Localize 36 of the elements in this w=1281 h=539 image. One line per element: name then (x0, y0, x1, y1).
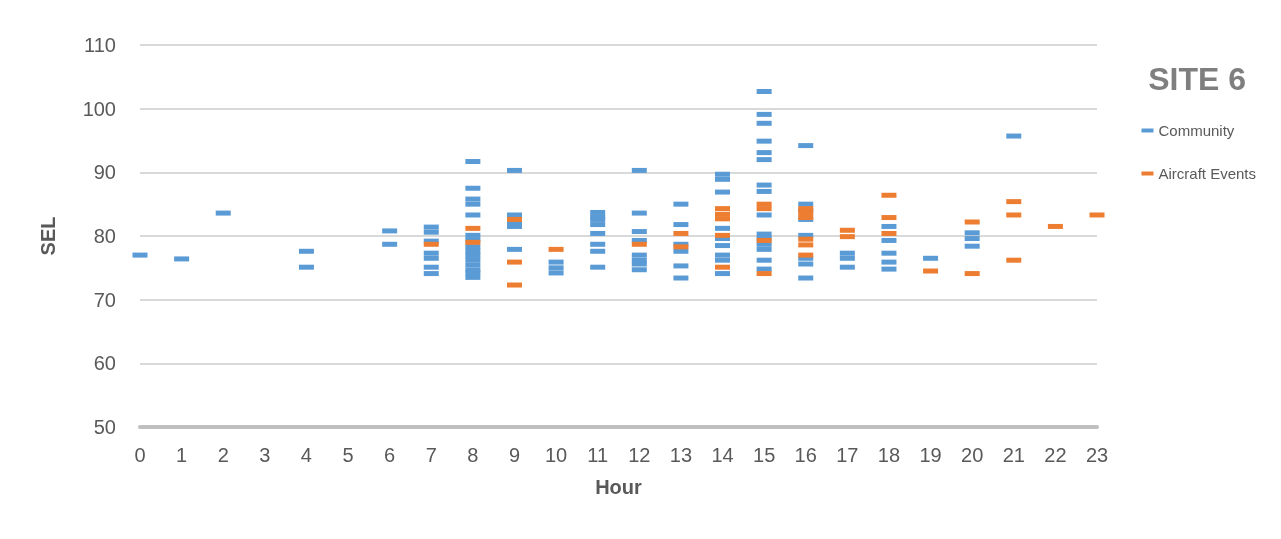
y-tick-label: 70 (93, 288, 116, 311)
y-tick-label: 50 (93, 416, 116, 438)
y-axis-title: SEL (37, 216, 59, 256)
y-tick-label: 90 (93, 161, 116, 184)
x-tick-label: 10 (544, 444, 568, 466)
x-tick-label: 7 (425, 444, 437, 466)
x-tick-label: 14 (711, 444, 734, 466)
y-tick-label: 60 (93, 352, 116, 375)
x-tick-label: 16 (794, 444, 817, 466)
legend-label: Aircraft Events (1158, 165, 1256, 182)
legend-label: Community (1158, 122, 1235, 139)
x-tick-label: 12 (628, 444, 651, 466)
x-tick-label: 23 (1085, 444, 1109, 466)
x-tick-label: 5 (342, 444, 354, 466)
x-tick-label: 6 (384, 444, 396, 466)
y-tick-label: 100 (82, 97, 116, 120)
x-tick-label: 15 (753, 444, 776, 466)
x-axis-title: Hour (595, 476, 643, 498)
x-tick-label: 22 (1044, 444, 1067, 466)
x-tick-label: 0 (134, 444, 146, 466)
x-tick-label: 19 (919, 444, 942, 466)
x-tick-label: 11 (587, 444, 609, 466)
text: SITE 6 (1148, 61, 1246, 97)
x-tick-label: 3 (259, 444, 271, 466)
x-tick-label: 18 (877, 444, 901, 466)
x-tick-label: 21 (1002, 444, 1025, 466)
x-tick-label: 2 (217, 444, 229, 466)
y-tick-label: 110 (84, 34, 116, 56)
x-tick-label: 17 (836, 444, 859, 466)
y-tick-label: 80 (93, 225, 116, 247)
x-tick-label: 1 (176, 444, 188, 466)
x-tick-label: 8 (467, 444, 479, 466)
x-tick-label: 20 (961, 444, 984, 466)
x-tick-label: 13 (669, 444, 693, 466)
x-tick-label: 4 (300, 444, 312, 466)
x-tick-label: 9 (508, 444, 521, 466)
